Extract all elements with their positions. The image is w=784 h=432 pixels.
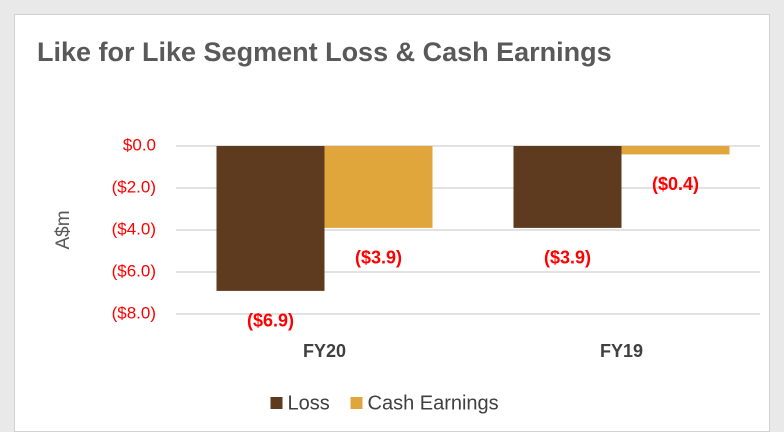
value-label: ($0.4) bbox=[652, 174, 699, 194]
legend-swatch bbox=[350, 397, 363, 409]
value-label: ($3.9) bbox=[544, 248, 591, 268]
bar bbox=[324, 146, 433, 228]
chart-panel: Like for Like Segment Loss & Cash Earnin… bbox=[14, 14, 770, 432]
y-tick-label: ($4.0) bbox=[112, 219, 156, 238]
y-tick-label: ($6.0) bbox=[112, 261, 156, 280]
y-tick-label: $0.0 bbox=[123, 135, 156, 154]
legend-swatch bbox=[270, 397, 283, 409]
chart-title: Like for Like Segment Loss & Cash Earnin… bbox=[37, 37, 612, 67]
x-tick-label: FY20 bbox=[303, 341, 346, 361]
bar bbox=[216, 146, 325, 291]
y-tick-label: ($8.0) bbox=[112, 303, 156, 322]
value-label: ($3.9) bbox=[355, 248, 402, 268]
bar bbox=[621, 146, 730, 155]
bar bbox=[513, 146, 622, 228]
legend-label: Loss bbox=[288, 392, 330, 414]
y-tick-label: ($2.0) bbox=[112, 177, 156, 196]
x-tick-label: FY19 bbox=[600, 341, 643, 361]
y-axis-label: A$m bbox=[53, 210, 74, 249]
value-label: ($6.9) bbox=[247, 311, 294, 331]
legend-label: Cash Earnings bbox=[368, 392, 499, 414]
